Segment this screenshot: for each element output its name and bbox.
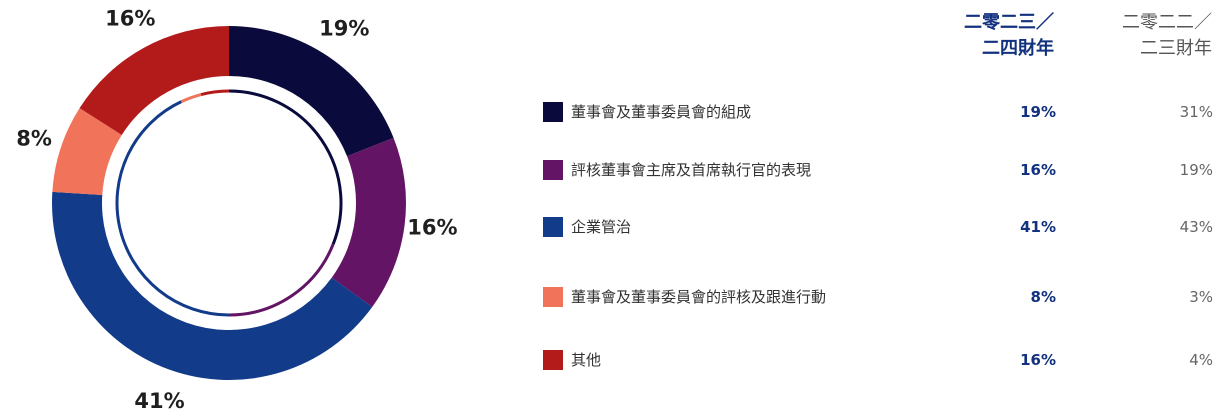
inner-ring-segment <box>228 89 343 245</box>
header-previous-year: 二零二二／ 二三財年 <box>1122 10 1212 62</box>
legend-swatch <box>543 350 563 370</box>
donut-slice <box>331 137 407 308</box>
legend-label: 其他 <box>571 351 602 369</box>
inner-ring-segment <box>228 243 335 317</box>
legend-previous-value: 31% <box>1179 103 1213 121</box>
legend-row: 企業管治 41% 43% <box>543 215 1213 239</box>
donut-slice <box>51 191 373 380</box>
header-current-line1: 二零二三／ <box>964 12 1054 33</box>
legend-swatch <box>543 102 563 122</box>
donut-slice <box>229 26 394 157</box>
donut-slice <box>79 26 229 135</box>
legend-current-value: 19% <box>1020 103 1056 121</box>
legend-swatch <box>543 287 563 307</box>
slice-percent-label: 16% <box>407 216 457 240</box>
legend-row: 其他 16% 4% <box>543 348 1213 372</box>
legend-label: 董事會及董事委員會的評核及跟進行動 <box>571 288 827 306</box>
slice-percent-label: 19% <box>319 16 369 40</box>
inner-ring-segment <box>180 93 202 104</box>
legend-previous-value: 43% <box>1179 218 1213 236</box>
slice-percent-label: 8% <box>16 127 52 151</box>
legend-current-value: 41% <box>1020 218 1056 236</box>
donut-chart: 19% 16% 41% 8% 16% <box>16 6 457 411</box>
header-current-year: 二零二三／ 二四財年 <box>964 10 1054 62</box>
legend-current-value: 8% <box>1030 288 1056 306</box>
legend-row: 董事會及董事委員會的評核及跟進行動 8% 3% <box>543 285 1213 309</box>
legend-row: 評核董事會主席及首席執行官的表現 16% 19% <box>543 158 1213 182</box>
slice-percent-label: 16% <box>105 6 155 30</box>
legend-swatch <box>543 160 563 180</box>
legend-previous-value: 19% <box>1179 161 1213 179</box>
slice-percent-label: 41% <box>134 389 184 411</box>
legend-row: 董事會及董事委員會的組成 19% 31% <box>543 100 1213 124</box>
inner-ring-segment <box>115 100 230 317</box>
header-previous-line1: 二零二二／ <box>1122 12 1212 33</box>
legend-label: 董事會及董事委員會的組成 <box>571 103 752 121</box>
legend-swatch <box>543 217 563 237</box>
inner-ring-segment <box>200 89 230 96</box>
donut-slice <box>52 108 122 196</box>
legend-previous-value: 4% <box>1189 351 1213 369</box>
legend-current-value: 16% <box>1020 161 1056 179</box>
header-current-line2: 二四財年 <box>982 38 1054 59</box>
header-previous-line2: 二三財年 <box>1140 38 1212 59</box>
legend-previous-value: 3% <box>1189 288 1213 306</box>
legend-label: 企業管治 <box>571 218 632 236</box>
legend-current-value: 16% <box>1020 351 1056 369</box>
legend-label: 評核董事會主席及首席執行官的表現 <box>571 161 812 179</box>
